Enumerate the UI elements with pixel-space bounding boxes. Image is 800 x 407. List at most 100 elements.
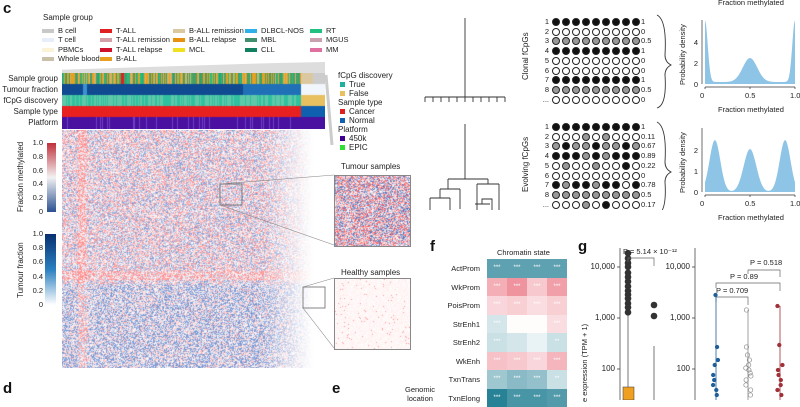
cpg-dot [572, 162, 580, 170]
chromatin-cell: ** [547, 370, 567, 389]
row-id: 1 [541, 122, 549, 131]
p-value: P = 0.709 [716, 286, 748, 295]
cpg-dot [582, 96, 590, 104]
colorbar-tick: 0 [30, 300, 43, 309]
legend-item: PBMCs [42, 45, 83, 54]
row-fraction: 0 [641, 27, 645, 36]
cpg-dot [612, 123, 620, 131]
cpg-dot [632, 28, 640, 36]
legend-item: False [340, 89, 369, 98]
data-point [781, 363, 785, 367]
annotation-row-label: fCpG discovery [3, 96, 58, 105]
legend-item-label: DLBCL-NOS [261, 26, 304, 35]
cpg-dot [552, 67, 560, 75]
cpg-dot [632, 162, 640, 170]
cpg-dot [572, 57, 580, 65]
hist-xlabel: Fraction methylated [718, 213, 784, 222]
legend-item: B-ALL [100, 54, 137, 63]
cpg-dot [622, 133, 630, 141]
legend-item-label: MGUS [326, 35, 349, 44]
row-id: 7 [541, 75, 549, 84]
cpg-dot [582, 172, 590, 180]
hist-ylabel: Probability density [678, 24, 687, 85]
cpg-dot [622, 162, 630, 170]
legend-swatch [42, 48, 54, 52]
cpg-dot [562, 57, 570, 65]
panel-label-d: d [3, 380, 12, 397]
cpg-dot [552, 191, 560, 199]
data-point [780, 393, 784, 397]
cpg-dot [582, 28, 590, 36]
legend-swatch [340, 136, 345, 141]
cpg-dot [582, 123, 590, 131]
row-fraction: 0 [641, 66, 645, 75]
data-point [776, 388, 780, 392]
chromatin-cell: *** [547, 278, 567, 297]
row-id: ... [541, 95, 549, 104]
legend-swatch [310, 48, 322, 52]
row-id: 8 [541, 85, 549, 94]
box [623, 387, 634, 400]
cpg-dot [592, 28, 600, 36]
annotation-row-label: Platform [28, 118, 58, 127]
cpg-dot [612, 162, 620, 170]
chromatin-row-label: TxnTrans [430, 375, 480, 384]
colorbar-tick: 0.2 [30, 193, 43, 202]
cpg-dot [592, 191, 600, 199]
row-fraction: 1 [641, 122, 645, 131]
p-bracket [628, 258, 654, 266]
legend-item-label: CLL [261, 45, 275, 54]
row-fraction: 1 [641, 17, 645, 26]
legend-item-label: MBL [261, 35, 276, 44]
legend-item-label: B-ALL remission [189, 26, 244, 35]
legend-item-label: B-ALL relapse [189, 35, 236, 44]
hist-xtick: 0 [700, 91, 704, 100]
y-axis [617, 248, 620, 400]
cpg-dot [632, 86, 640, 94]
cpg-dot [602, 28, 610, 36]
row-fraction: 0 [641, 171, 645, 180]
outlier-dot [625, 264, 632, 271]
row-id: 5 [541, 161, 549, 170]
data-point [777, 343, 781, 347]
row-fraction: 0.67 [641, 141, 656, 150]
hist-xtick: 0.5 [745, 91, 755, 100]
data-point [749, 374, 753, 378]
p-value: P = 0.89 [730, 272, 758, 281]
legend-item: B cell [42, 26, 76, 35]
row-fraction: 0.5 [641, 190, 651, 199]
data-point [711, 383, 715, 387]
chromatin-cell: *** [507, 370, 527, 389]
cpg-dot [622, 86, 630, 94]
chromatin-cell: *** [547, 259, 567, 278]
cpg-dot [552, 57, 560, 65]
cpg-dot [602, 123, 610, 131]
expression-ytick-left: 100 [585, 364, 615, 373]
legend-swatch [340, 145, 345, 150]
cpg-dot [592, 57, 600, 65]
legend-item: DLBCL-NOS [245, 26, 304, 35]
panel-label-f: f [430, 238, 435, 255]
cpg-dot [632, 96, 640, 104]
legend-item-label: T cell [58, 35, 76, 44]
row-id: 2 [541, 27, 549, 36]
row-id: 2 [541, 132, 549, 141]
chromatin-cell [507, 315, 527, 334]
cpg-dot [622, 123, 630, 131]
data-point [711, 373, 715, 377]
cpg-dot [592, 96, 600, 104]
cpg-dot [602, 201, 610, 209]
legend-swatch [173, 48, 185, 52]
cpg-dot [612, 67, 620, 75]
hist-ytick: 2 [690, 146, 698, 155]
legend-item: T-ALL relapse [100, 45, 162, 54]
chromatin-cell: *** [487, 352, 507, 371]
chromatin-cell: *** [547, 296, 567, 315]
chromatin-cell: ** [547, 333, 567, 352]
hist-xlabel: Fraction methylated [718, 105, 784, 114]
cpg-dot [632, 191, 640, 199]
expression-ytick-left: 1,000 [585, 313, 615, 322]
y-axis [692, 248, 695, 400]
evolving-label: Evolving fCpGs [521, 137, 530, 192]
cpg-dot [602, 133, 610, 141]
